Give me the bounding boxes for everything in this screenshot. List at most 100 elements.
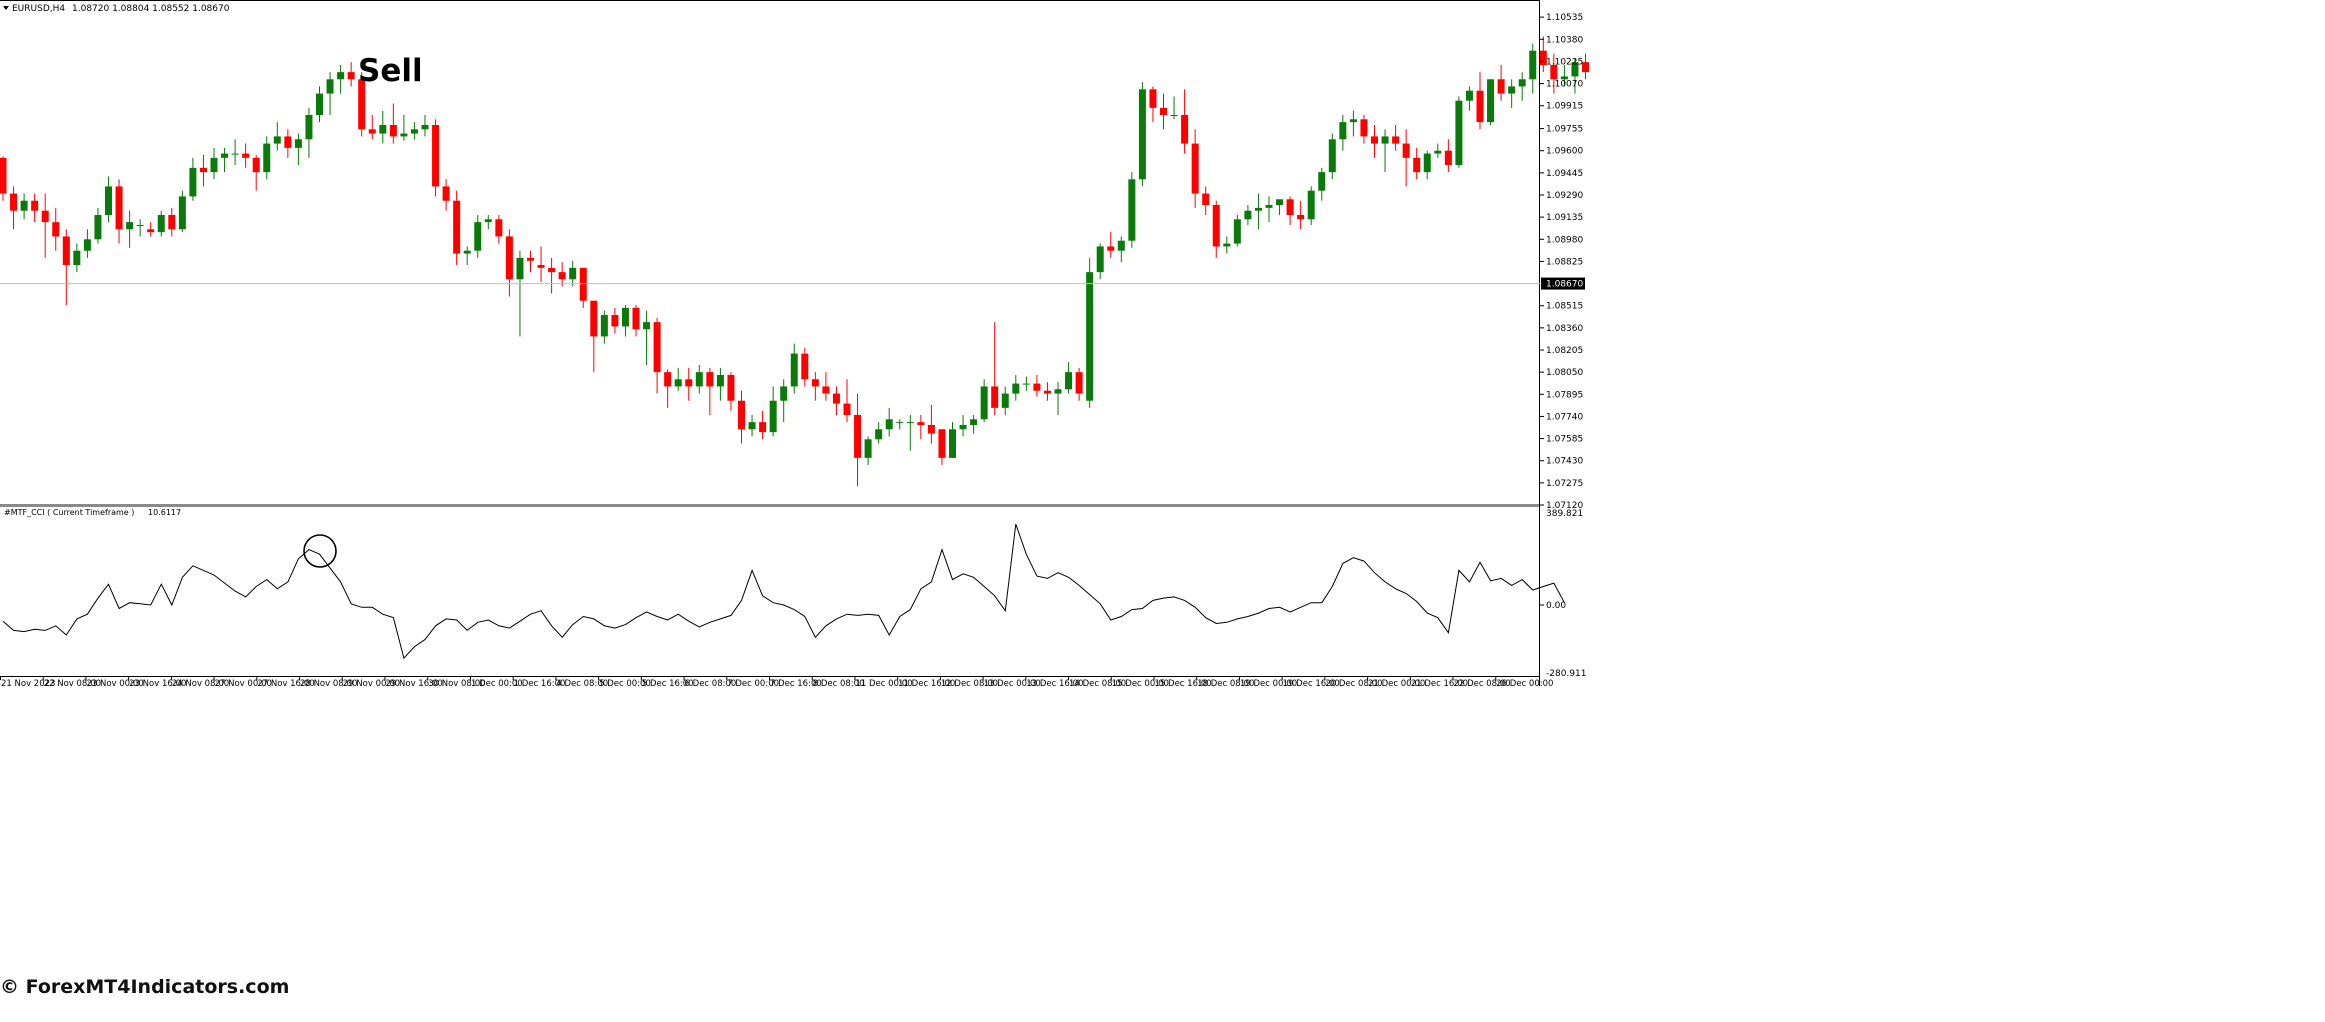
candle bbox=[1276, 199, 1284, 215]
candle bbox=[1508, 79, 1516, 108]
candle-body bbox=[1181, 115, 1189, 144]
candle bbox=[621, 305, 629, 337]
candle bbox=[157, 210, 165, 237]
time-label: 6 Dec 08:00 bbox=[685, 679, 737, 689]
candle-body bbox=[611, 315, 619, 327]
candle-body bbox=[326, 79, 334, 94]
candle-body bbox=[284, 136, 292, 148]
candle bbox=[1434, 143, 1442, 158]
candle-body bbox=[474, 222, 482, 251]
time-label: 29 Nov 16:00 bbox=[386, 679, 443, 689]
candle bbox=[242, 143, 250, 168]
candle-body bbox=[1043, 390, 1051, 394]
price-label: 1.08205 bbox=[1546, 346, 1583, 356]
candle bbox=[1529, 43, 1537, 94]
candle bbox=[1423, 150, 1431, 180]
candle-body bbox=[1339, 122, 1347, 140]
price-label: 1.09915 bbox=[1546, 102, 1583, 112]
candle bbox=[305, 107, 313, 158]
candle-body bbox=[590, 300, 598, 337]
candle-body bbox=[1465, 90, 1473, 101]
candle bbox=[1571, 57, 1579, 94]
candle-body bbox=[189, 167, 197, 197]
candle bbox=[1233, 215, 1241, 247]
candle-body bbox=[1518, 79, 1526, 87]
candle-body bbox=[537, 265, 545, 268]
candle bbox=[1128, 172, 1136, 248]
candle bbox=[780, 379, 788, 423]
candle-body bbox=[41, 210, 49, 223]
candle-body bbox=[1244, 210, 1252, 220]
candle-body bbox=[685, 379, 693, 387]
time-label: 11 Dec 00:00 bbox=[855, 679, 912, 689]
candle-body bbox=[1265, 205, 1273, 208]
candle-body bbox=[959, 425, 967, 430]
candle-body bbox=[1392, 136, 1400, 144]
candle bbox=[1455, 96, 1463, 168]
price-label: 1.08825 bbox=[1546, 257, 1583, 267]
candle-body bbox=[1254, 207, 1262, 211]
time-label: 5 Dec 16:00 bbox=[642, 679, 694, 689]
candle-body bbox=[73, 250, 81, 265]
price-label: 1.09445 bbox=[1546, 169, 1583, 179]
time-label: 21 Dec 00:00 bbox=[1368, 679, 1425, 689]
candle bbox=[1444, 139, 1452, 173]
candle-body bbox=[885, 419, 893, 430]
candle-body bbox=[83, 239, 91, 251]
candle bbox=[516, 250, 524, 337]
candle-body bbox=[1065, 372, 1073, 390]
time-label: 19 Dec 16:00 bbox=[1283, 679, 1340, 689]
candle bbox=[1117, 236, 1125, 263]
candle-body bbox=[991, 386, 999, 408]
candle-body bbox=[1054, 389, 1062, 394]
candle bbox=[653, 317, 661, 394]
candle bbox=[147, 222, 155, 237]
time-label: 13 Dec 16:00 bbox=[1026, 679, 1083, 689]
candle bbox=[1371, 125, 1378, 158]
candle-body bbox=[400, 133, 408, 137]
candle-body bbox=[1117, 240, 1125, 251]
time-label: 7 Dec 00:00 bbox=[727, 679, 779, 689]
candle-body bbox=[273, 136, 281, 144]
candle bbox=[1349, 110, 1357, 137]
candle-body bbox=[210, 157, 218, 173]
candle-body bbox=[1550, 65, 1558, 80]
candle-body bbox=[1202, 193, 1210, 205]
candle bbox=[495, 215, 503, 244]
candle bbox=[1107, 232, 1115, 258]
candle-body bbox=[906, 422, 914, 424]
site-watermark: © ForexMT4Indicators.com bbox=[0, 976, 290, 998]
candle bbox=[94, 207, 102, 244]
candle-body bbox=[1096, 246, 1104, 273]
candle bbox=[896, 419, 904, 430]
time-label: 23 Nov 16:00 bbox=[129, 679, 186, 689]
time-label: 29 Nov 00:00 bbox=[343, 679, 400, 689]
candle-body bbox=[822, 386, 830, 394]
candle bbox=[379, 110, 387, 144]
candle-body bbox=[1508, 86, 1516, 94]
price-label: 1.10380 bbox=[1546, 35, 1583, 45]
pane-separator[interactable] bbox=[0, 504, 1540, 507]
candle bbox=[136, 219, 144, 237]
candle bbox=[347, 62, 355, 87]
candle bbox=[189, 157, 197, 201]
candle-body bbox=[1423, 153, 1431, 173]
candle-body bbox=[980, 386, 988, 420]
dropdown-triangle-icon[interactable] bbox=[3, 6, 9, 10]
candle bbox=[1550, 53, 1558, 94]
candle-body bbox=[1170, 115, 1178, 116]
signal-circle-marker bbox=[303, 534, 337, 568]
indicator-scale-min: -280.911 bbox=[1546, 669, 1586, 679]
candle-body bbox=[917, 422, 925, 425]
ohlc-values: 1.08720 1.08804 1.08552 1.08670 bbox=[72, 4, 230, 14]
candle bbox=[358, 72, 366, 137]
price-label: 1.07585 bbox=[1546, 435, 1583, 445]
candle bbox=[569, 260, 577, 287]
time-label: 30 Nov 08:00 bbox=[428, 679, 485, 689]
candle-body bbox=[843, 403, 851, 415]
time-label: 27 Nov 00:00 bbox=[215, 679, 272, 689]
price-label: 1.07430 bbox=[1546, 457, 1583, 467]
candle-body bbox=[1539, 50, 1547, 65]
